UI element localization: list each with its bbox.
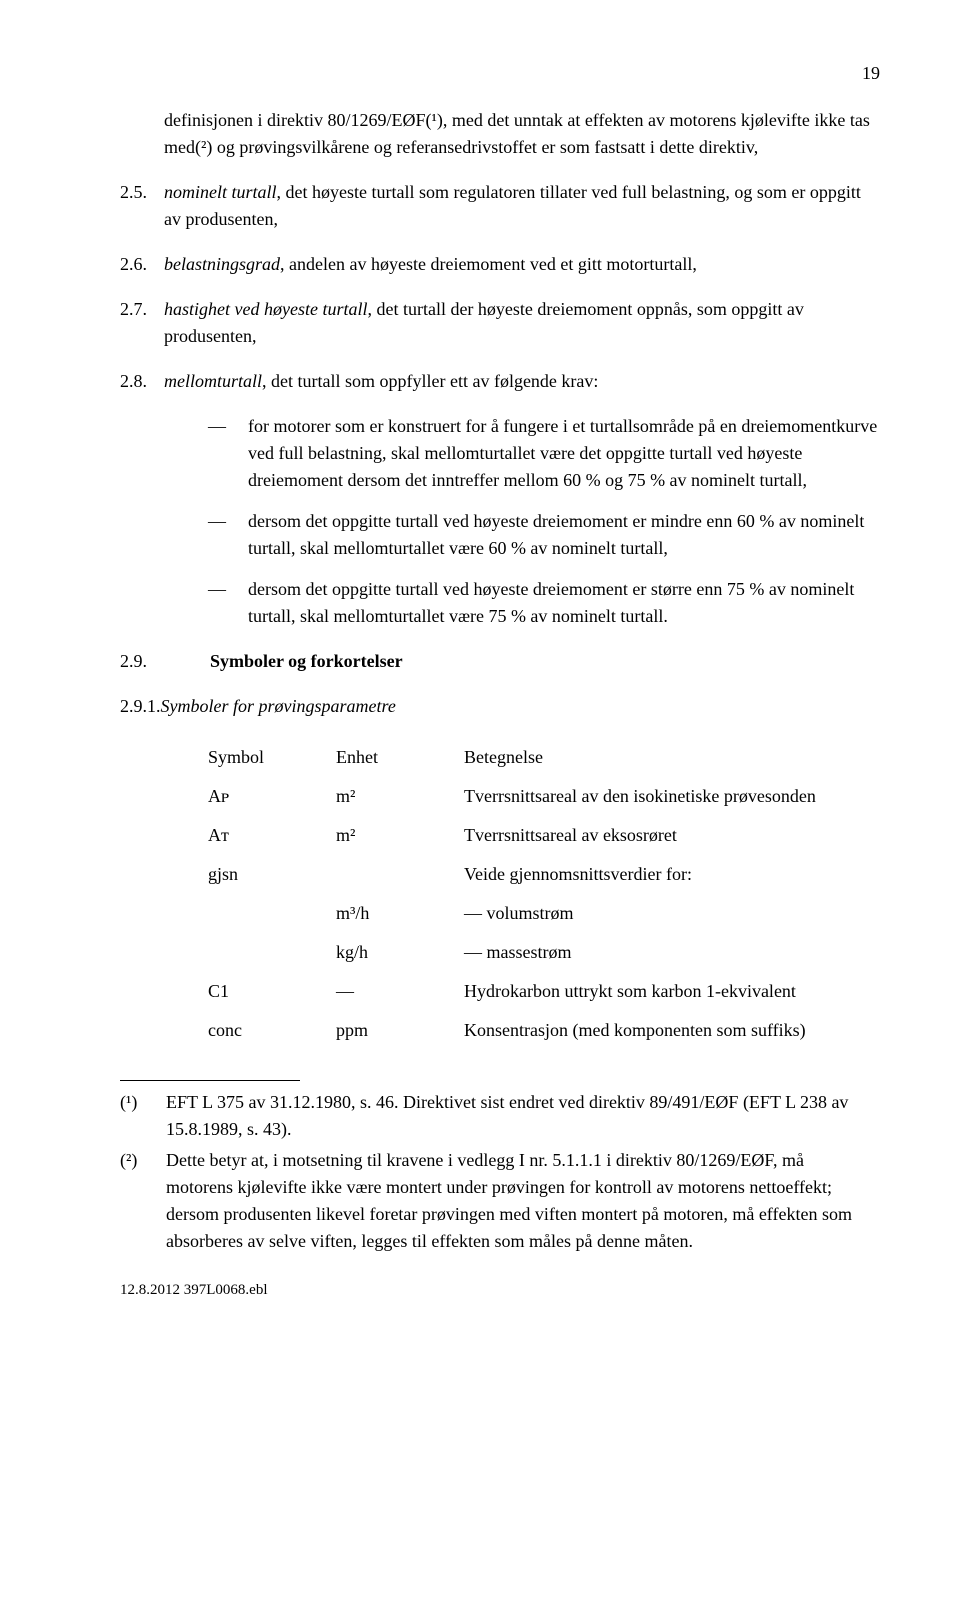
definition-item: 2.5. nominelt turtall, det høyeste turta… [120, 179, 880, 233]
cell: Tverrsnittsareal av den isokinetiske prø… [464, 777, 834, 816]
cell: m² [336, 816, 464, 855]
definition: , det turtall som oppfyller ett av følge… [262, 371, 598, 391]
definition-item: 2.6. belastningsgrad, andelen av høyeste… [120, 251, 880, 278]
table-row: Aᴘ m² Tverrsnittsareal av den isokinetis… [208, 777, 834, 816]
definition: , andelen av høyeste dreiemoment ved et … [280, 254, 697, 274]
table-row: kg/h — massestrøm [208, 933, 834, 972]
subheading-title: Symboler for prøvingsparametre [161, 696, 396, 716]
table-header: Enhet [336, 738, 464, 777]
cell: gjsn [208, 855, 336, 894]
symbols-table: Symbol Enhet Betegnelse Aᴘ m² Tverrsnitt… [208, 738, 834, 1050]
footnote-mark: (²) [120, 1147, 166, 1255]
cell: kg/h [336, 933, 464, 972]
footer-date: 12.8.2012 397L0068.ebl [120, 1279, 880, 1302]
cell: Aᴘ [208, 777, 336, 816]
item-text: nominelt turtall, det høyeste turtall so… [164, 179, 880, 233]
footnote-text: EFT L 375 av 31.12.1980, s. 46. Direktiv… [166, 1089, 860, 1143]
dash-icon: — [208, 508, 248, 562]
list-item: — dersom det oppgitte turtall ved høyest… [208, 576, 880, 630]
sub-heading: 2.9.1.Symboler for prøvingsparametre [120, 693, 880, 720]
item-text: mellomturtall, det turtall som oppfyller… [164, 368, 880, 395]
cell [336, 855, 464, 894]
term: nominelt turtall [164, 182, 277, 202]
cell: ppm [336, 1011, 464, 1050]
definition-item: definisjonen i direktiv 80/1269/EØF(¹), … [120, 107, 880, 161]
list-item: — for motorer som er konstruert for å fu… [208, 413, 880, 494]
term: hastighet ved høyeste turtall [164, 299, 367, 319]
table-header-row: Symbol Enhet Betegnelse [208, 738, 834, 777]
footnote-text: Dette betyr at, i motsetning til kravene… [166, 1147, 860, 1255]
table-row: m³/h — volumstrøm [208, 894, 834, 933]
cell: Konsentrasjon (med komponenten som suffi… [464, 1011, 834, 1050]
table-row: gjsn Veide gjennomsnittsverdier for: [208, 855, 834, 894]
footnote: (¹) EFT L 375 av 31.12.1980, s. 46. Dire… [120, 1089, 880, 1143]
cell: Hydrokarbon uttrykt som karbon 1-ekvival… [464, 972, 834, 1011]
term: mellomturtall [164, 371, 262, 391]
heading-title: Symboler og forkortelser [210, 648, 403, 675]
table-row: Aᴛ m² Tverrsnittsareal av eksosrøret [208, 816, 834, 855]
table-row: C1 — Hydrokarbon uttrykt som karbon 1-ek… [208, 972, 834, 1011]
cell: m² [336, 777, 464, 816]
list-text: for motorer som er konstruert for å fung… [248, 413, 880, 494]
table-header: Betegnelse [464, 738, 834, 777]
table-header: Symbol [208, 738, 336, 777]
item-number: 2.5. [120, 179, 164, 233]
item-number: 2.8. [120, 368, 164, 395]
term: belastningsgrad [164, 254, 280, 274]
cell: conc [208, 1011, 336, 1050]
cell [208, 894, 336, 933]
item-text: definisjonen i direktiv 80/1269/EØF(¹), … [164, 107, 880, 161]
item-number: 2.6. [120, 251, 164, 278]
list-text: dersom det oppgitte turtall ved høyeste … [248, 508, 880, 562]
cell: Veide gjennomsnittsverdier for: [464, 855, 834, 894]
item-number [120, 107, 164, 161]
cell: m³/h [336, 894, 464, 933]
item-number: 2.7. [120, 296, 164, 350]
page-number: 19 [120, 60, 880, 87]
cell: Aᴛ [208, 816, 336, 855]
dash-icon: — [208, 576, 248, 630]
definition-item: 2.8. mellomturtall, det turtall som oppf… [120, 368, 880, 395]
item-text: belastningsgrad, andelen av høyeste drei… [164, 251, 880, 278]
cell: Tverrsnittsareal av eksosrøret [464, 816, 834, 855]
cell: — [336, 972, 464, 1011]
cell: C1 [208, 972, 336, 1011]
dash-icon: — [208, 413, 248, 494]
heading-number: 2.9. [120, 648, 210, 675]
sub-list: — for motorer som er konstruert for å fu… [208, 413, 880, 630]
footnote-divider [120, 1080, 300, 1081]
cell: — massestrøm [464, 933, 834, 972]
section-heading: 2.9. Symboler og forkortelser [120, 648, 880, 675]
definition-item: 2.7. hastighet ved høyeste turtall, det … [120, 296, 880, 350]
subheading-number: 2.9.1. [120, 696, 161, 716]
cell [208, 933, 336, 972]
list-item: — dersom det oppgitte turtall ved høyest… [208, 508, 880, 562]
footnote: (²) Dette betyr at, i motsetning til kra… [120, 1147, 880, 1255]
footnote-mark: (¹) [120, 1089, 166, 1143]
cell: — volumstrøm [464, 894, 834, 933]
item-text: hastighet ved høyeste turtall, det turta… [164, 296, 880, 350]
table-row: conc ppm Konsentrasjon (med komponenten … [208, 1011, 834, 1050]
list-text: dersom det oppgitte turtall ved høyeste … [248, 576, 880, 630]
